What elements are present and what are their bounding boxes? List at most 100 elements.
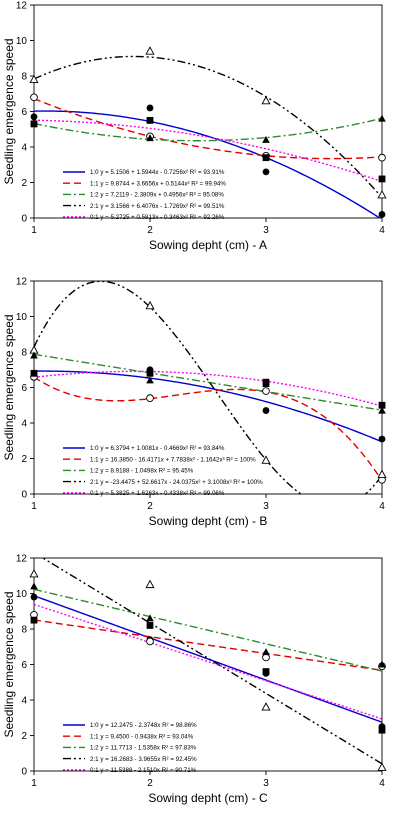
y-axis-title: Seedling emergence speed xyxy=(2,38,16,184)
data-point-2-1 xyxy=(29,569,39,578)
legend-entry-1-0: 1:0 y = 6.3794 + 1.0081x - 0.4669x² R² =… xyxy=(90,445,225,452)
y-tick-label: 8 xyxy=(21,72,27,83)
data-point-0-1 xyxy=(378,406,386,414)
legend: 1:0 y = 5.1506 + 1.5944x - 0.7256x² R² =… xyxy=(63,169,226,221)
data-point-1-2 xyxy=(378,726,386,734)
y-tick-label: 0 xyxy=(21,767,27,778)
legend-entry-2-1: 2:1 y = 3.1566 + 6.4076x - 1.7269x² R² =… xyxy=(90,203,225,210)
y-tick-label: 6 xyxy=(21,383,27,394)
data-point-1-0 xyxy=(262,407,270,414)
fit-line-2-1 xyxy=(41,558,382,765)
data-point-2-1 xyxy=(29,74,39,84)
data-point-0-1 xyxy=(146,376,154,384)
legend-entry-0-1: 0:1 y = 5.3825 + 1.6263x - 0.4338x² R² =… xyxy=(90,490,225,497)
data-point-1-2 xyxy=(146,116,154,124)
data-point-0-1 xyxy=(30,582,38,590)
data-point-2-1 xyxy=(145,46,155,55)
y-tick-label: 10 xyxy=(16,589,28,600)
y-tick-label: 6 xyxy=(21,660,27,671)
y-tick-label: 10 xyxy=(16,312,28,323)
x-tick-label: 1 xyxy=(31,501,37,512)
data-point-0-1 xyxy=(378,660,386,668)
fit-line-1-2 xyxy=(34,588,382,672)
fit-line-2-1 xyxy=(34,55,382,198)
y-tick-label: 12 xyxy=(16,1,28,12)
y-tick-label: 12 xyxy=(16,277,28,288)
x-tick-label: 3 xyxy=(263,225,269,236)
data-point-1-1 xyxy=(30,93,38,102)
x-tick-label: 3 xyxy=(263,778,269,789)
data-point-1-1 xyxy=(378,153,386,162)
data-point-0-1 xyxy=(30,118,38,126)
data-point-1-0 xyxy=(262,168,270,176)
data-point-1-2 xyxy=(30,616,38,624)
x-axis-title: Sowing depht (cm) - B xyxy=(149,514,268,528)
data-point-1-2 xyxy=(30,369,38,377)
legend-entry-1-1: 1:1 y = 16.3850 - 16.4171x + 7.7838x² - … xyxy=(90,456,256,463)
data-point-2-1 xyxy=(261,95,271,105)
fit-line-1-1 xyxy=(34,619,382,671)
legend-entry-1-1: 1:1 y = 9.8744 + 3.6656x + 0.5144x² R² =… xyxy=(90,180,226,187)
data-point-1-2 xyxy=(262,668,270,675)
legend-entry-2-1: 2:1 y = -23.4475 + 52.6617x - 24.0375x² … xyxy=(90,479,263,486)
legend-entry-1-0: 1:0 y = 12.2475 - 2.3748x R² = 98.86% xyxy=(90,722,197,729)
data-point-1-0 xyxy=(378,211,386,218)
data-point-0-1 xyxy=(262,135,270,143)
y-tick-label: 8 xyxy=(21,348,27,359)
legend-entry-1-1: 1:1 y = 9.4500 - 0.9438x R² = 93.04% xyxy=(90,733,194,740)
plot-frame xyxy=(33,557,383,772)
data-point-1-0 xyxy=(30,113,38,121)
y-tick-label: 8 xyxy=(21,625,27,636)
x-tick-label: 2 xyxy=(147,501,153,512)
y-tick-label: 4 xyxy=(21,696,27,707)
data-point-1-2 xyxy=(262,154,270,162)
data-point-1-0 xyxy=(146,104,154,112)
x-tick-label: 1 xyxy=(31,225,37,236)
y-tick-label: 2 xyxy=(21,454,27,465)
data-point-2-1 xyxy=(261,702,271,711)
fit-line-1-2 xyxy=(34,353,382,411)
x-tick-label: 4 xyxy=(379,225,385,236)
legend-entry-0-1: 0:1 y = 11.5388 - 2.1510x R² = 90.71% xyxy=(90,767,197,774)
data-point-1-1 xyxy=(146,394,154,403)
y-tick-label: 4 xyxy=(21,419,27,430)
legend-entry-0-1: 0:1 y = 5.2725 + 0.5813x - 0.3463x² R² =… xyxy=(90,214,225,221)
fit-line-1-0 xyxy=(34,370,382,443)
data-point-2-1 xyxy=(377,469,387,478)
x-tick-label: 1 xyxy=(31,778,37,789)
y-tick-label: 0 xyxy=(21,214,27,225)
data-point-1-1 xyxy=(262,387,270,395)
data-point-1-2 xyxy=(146,369,154,377)
data-point-1-0 xyxy=(30,593,38,601)
x-tick-label: 3 xyxy=(263,501,269,512)
y-tick-label: 0 xyxy=(21,490,27,501)
fit-line-2-1 xyxy=(34,281,382,494)
y-axis-title: Seedling emergence speed xyxy=(2,314,16,460)
x-axis-title: Sowing depht (cm) - C xyxy=(148,791,268,805)
data-point-1-2 xyxy=(378,175,386,183)
y-tick-label: 2 xyxy=(21,178,27,189)
legend: 1:0 y = 12.2475 - 2.3748x R² = 98.86% 1:1… xyxy=(63,722,197,774)
x-tick-label: 4 xyxy=(379,778,385,789)
data-point-2-1 xyxy=(377,189,387,199)
legend-entry-1-2: 1:2 y = 7.2119 - 2.3809x + 0.4956x² R² =… xyxy=(90,192,224,199)
data-point-0-1 xyxy=(262,379,270,387)
data-point-1-2 xyxy=(378,401,386,409)
data-point-1-2 xyxy=(146,622,154,629)
data-point-2-1 xyxy=(261,455,271,464)
x-tick-label: 4 xyxy=(379,501,385,512)
fit-line-1-0 xyxy=(34,110,382,218)
data-point-2-1 xyxy=(145,579,155,589)
data-point-1-0 xyxy=(378,435,386,443)
y-tick-label: 6 xyxy=(21,107,27,118)
legend-entry-1-2: 1:2 y = 8.9188 - 1.0498x R² = 95.45% xyxy=(90,468,194,475)
y-tick-label: 10 xyxy=(16,36,28,47)
x-axis-title: Sowing depht (cm) - A xyxy=(149,238,267,252)
x-tick-label: 2 xyxy=(147,778,153,789)
data-point-0-1 xyxy=(146,614,154,622)
data-point-2-1 xyxy=(377,762,387,771)
data-point-0-1 xyxy=(378,114,386,122)
